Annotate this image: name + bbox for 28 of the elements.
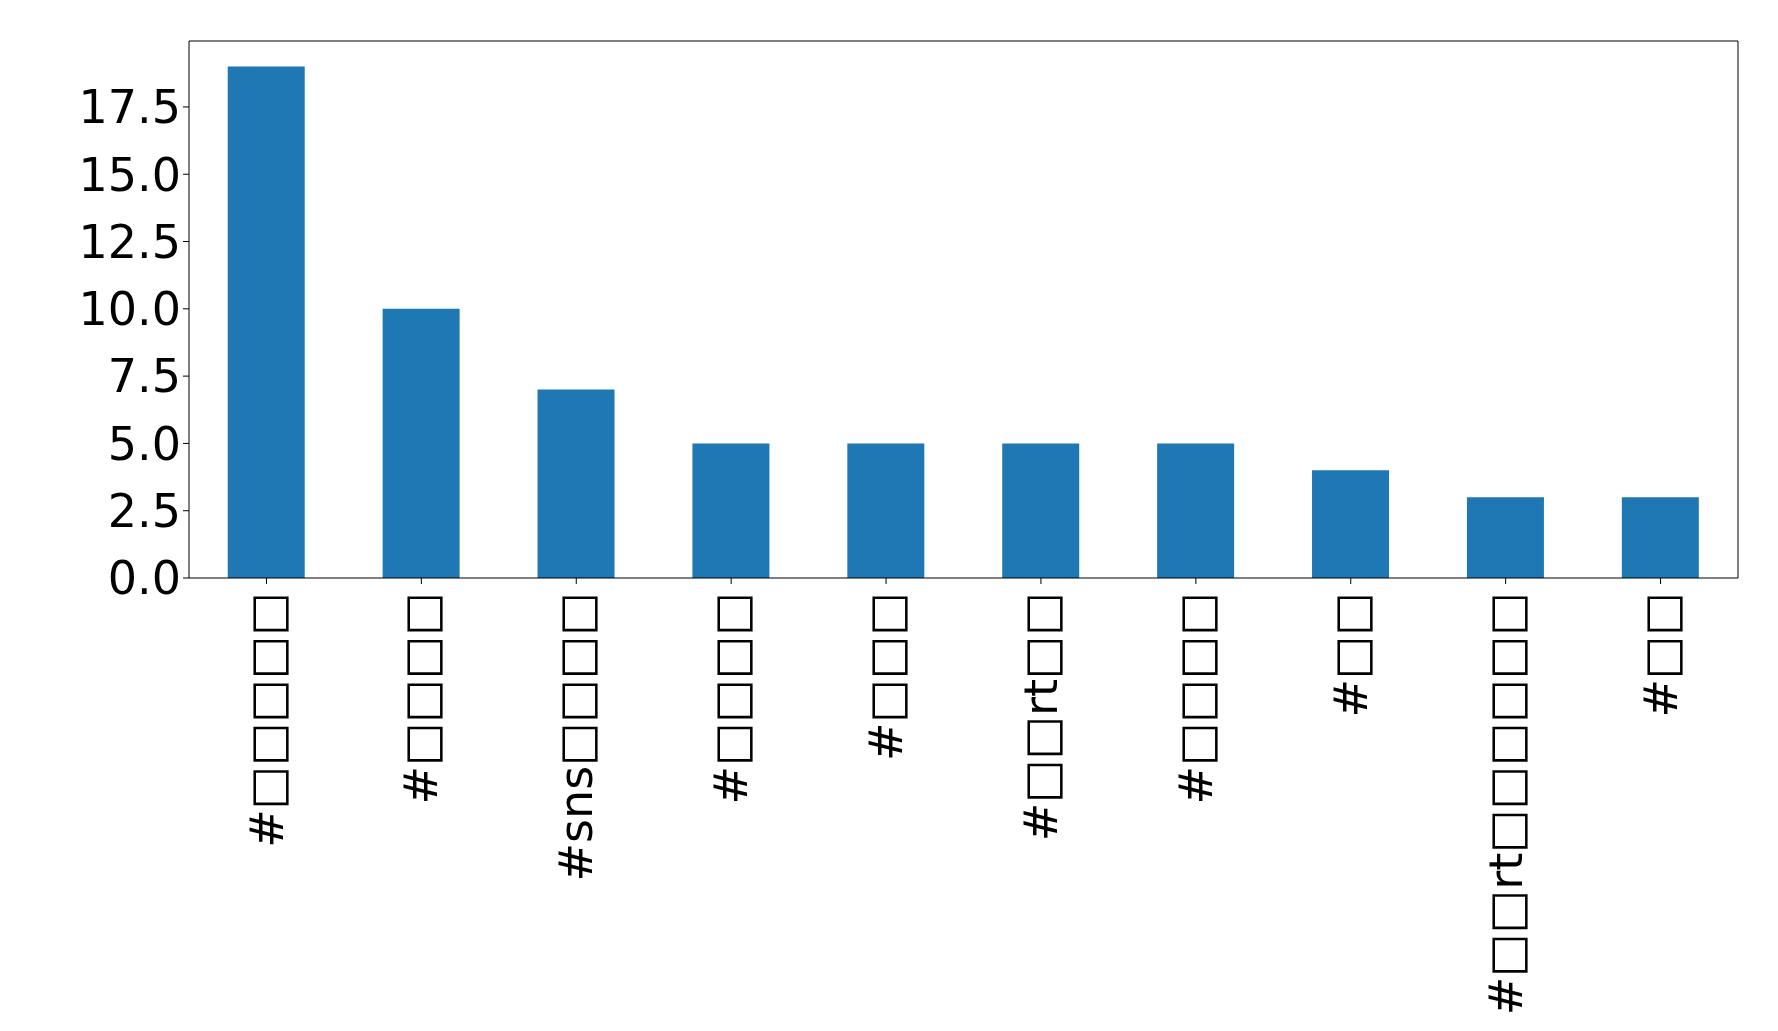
x-tick-label: #□□rt□□□□□□: [1478, 592, 1533, 1016]
y-tick-label: 12.5: [78, 214, 181, 269]
bar: [1621, 497, 1699, 578]
y-tick-label: 17.5: [78, 80, 181, 135]
x-tick-label: #sns□□□□: [549, 592, 604, 882]
y-tick-label: 10.0: [78, 282, 181, 337]
bar: [382, 308, 460, 578]
y-tick-label: 2.5: [107, 484, 181, 539]
bar: [227, 66, 305, 578]
bar: [1466, 497, 1544, 578]
bar: [847, 443, 925, 578]
x-tick-label: #□□□□□: [239, 592, 294, 848]
x-tick-label: #□□□□: [394, 592, 449, 805]
y-tick-label: 7.5: [107, 349, 181, 404]
x-tick-label: #□□: [1633, 592, 1688, 718]
y-tick-label: 5.0: [107, 416, 181, 471]
bar: [692, 443, 770, 578]
x-tick-label: #□□: [1323, 592, 1378, 718]
y-tick-label: 15.0: [78, 147, 181, 202]
bar: [1002, 443, 1080, 578]
bar: [537, 389, 615, 578]
x-tick-label: #□□□□: [1168, 592, 1223, 805]
bar: [1157, 443, 1235, 578]
x-tick-label: #□□□: [859, 592, 914, 761]
y-tick-label: 0.0: [107, 551, 181, 606]
x-tick-label: #□□rt□□: [1014, 592, 1069, 842]
bar: [1312, 470, 1390, 578]
x-tick-label: #□□□□: [704, 592, 759, 805]
